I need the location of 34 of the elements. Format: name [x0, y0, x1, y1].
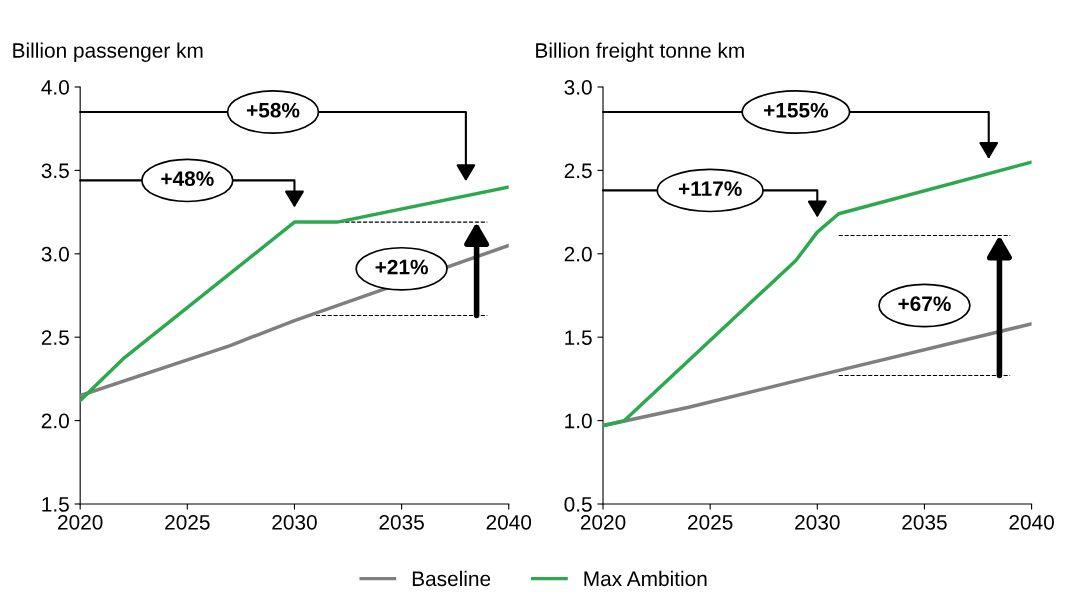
annotation: +67%: [898, 296, 951, 312]
y-tick-label: 2.5: [564, 163, 592, 179]
annotation: +21%: [375, 259, 428, 275]
y-tick-label: 3.0: [41, 246, 69, 262]
y-tick-label: 1.5: [42, 497, 69, 512]
y-axis-title: Billion freight tonne km: [536, 42, 744, 62]
y-tick-label: 0.5: [564, 497, 592, 512]
x-tick-label: 2040: [486, 514, 532, 530]
y-tick-label: 2.0: [41, 413, 69, 429]
y-tick-label: 2.5: [41, 330, 69, 345]
legend-label: Max Ambition: [584, 570, 707, 587]
x-tick-label: 2020: [58, 514, 103, 530]
x-tick-label: 2025: [688, 514, 733, 530]
annotation: +117%: [678, 181, 742, 196]
x-tick-label: 2030: [272, 514, 317, 530]
x-tick-label: 2035: [379, 514, 424, 530]
x-tick-label: 2040: [1009, 514, 1054, 530]
annotation: +58%: [246, 102, 300, 118]
y-tick-label: 1.0: [565, 413, 592, 429]
y-tick-label: 3.5: [41, 163, 69, 179]
y-tick-label: 4.0: [41, 80, 69, 95]
x-tick-label: 2020: [580, 514, 626, 530]
line-series: [603, 160, 1032, 428]
legend-label: Baseline: [412, 570, 491, 587]
x-tick-label: 2030: [795, 514, 840, 530]
y-tick-label: 2.0: [564, 246, 592, 262]
y-tick-label: 1.5: [565, 330, 592, 345]
y-tick-label: 3.0: [564, 80, 592, 95]
y-axis-title: Billion passenger km: [13, 42, 203, 62]
annotation: +48%: [161, 171, 214, 186]
line-series: [80, 185, 509, 403]
annotation: +155%: [764, 102, 829, 118]
x-tick-label: 2035: [902, 514, 947, 530]
x-tick-label: 2025: [165, 514, 210, 530]
